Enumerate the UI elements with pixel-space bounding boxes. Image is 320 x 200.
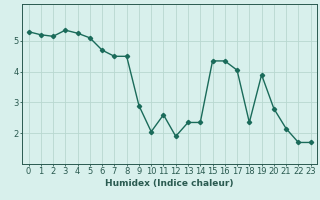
X-axis label: Humidex (Indice chaleur): Humidex (Indice chaleur) — [105, 179, 234, 188]
